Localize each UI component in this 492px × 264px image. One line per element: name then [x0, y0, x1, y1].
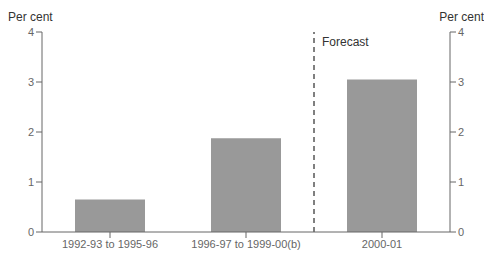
- html-text:Per cent: Per cent: [8, 10, 53, 24]
- svg-text:0: 0: [458, 226, 464, 238]
- svg-text:Forecast: Forecast: [322, 35, 369, 49]
- svg-text:3: 3: [458, 76, 464, 88]
- svg-text:2000-01: 2000-01: [362, 238, 402, 250]
- svg-text:1992-93 to 1995-96: 1992-93 to 1995-96: [62, 238, 158, 250]
- svg-text:1: 1: [458, 176, 464, 188]
- svg-text:4: 4: [28, 26, 34, 38]
- svg-text:0: 0: [28, 226, 34, 238]
- html-text:Per cent: Per cent: [439, 10, 484, 24]
- svg-text:4: 4: [458, 26, 464, 38]
- svg-text:2: 2: [28, 126, 34, 138]
- svg-text:2: 2: [458, 126, 464, 138]
- svg-text:1996-97 to 1999-00(b): 1996-97 to 1999-00(b): [191, 238, 300, 250]
- svg-text:3: 3: [28, 76, 34, 88]
- svg-text:1: 1: [28, 176, 34, 188]
